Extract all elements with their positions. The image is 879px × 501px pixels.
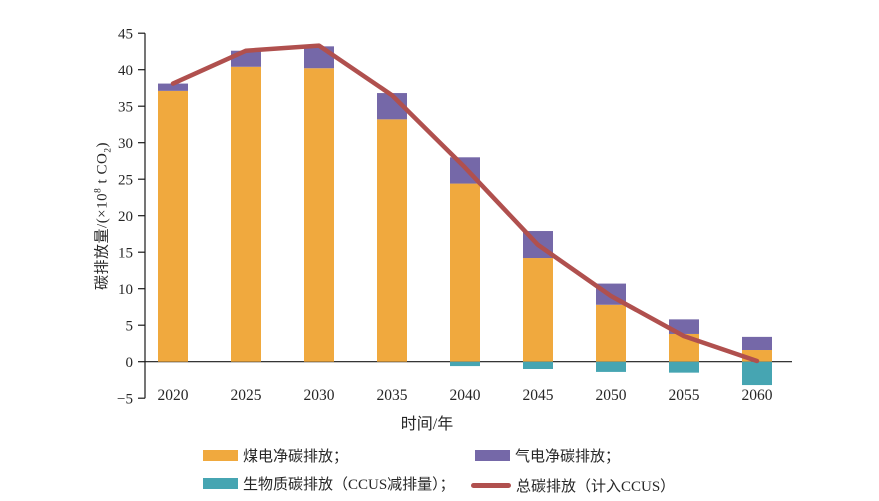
gas-legend-swatch xyxy=(475,450,510,461)
y-axis-title-mid: t CO xyxy=(94,152,111,188)
y-tick-label: 0 xyxy=(126,355,134,371)
bar-segment-coal-2045 xyxy=(523,258,553,362)
y-tick-label: −5 xyxy=(117,392,133,408)
bar-segment-biomass-2050 xyxy=(596,361,626,372)
y-tick-label: 20 xyxy=(118,209,133,225)
bar-segment-gas-2030 xyxy=(304,46,334,69)
bar-segment-biomass-2045 xyxy=(523,361,553,369)
y-axis-title-superscript: 8 xyxy=(93,187,104,193)
bar-segment-coal-2025 xyxy=(231,66,261,362)
x-tick-label-2060: 2060 xyxy=(742,387,773,404)
bar-segment-coal-2050 xyxy=(596,304,626,362)
bar-segment-coal-2020 xyxy=(158,90,188,362)
biomass-legend-swatch xyxy=(203,478,238,489)
x-tick-label-2045: 2045 xyxy=(523,387,554,404)
bar-segment-coal-2060 xyxy=(742,350,772,362)
legend-item-coal: 煤电净碳排放； xyxy=(203,445,348,466)
y-axis-title-post: ) xyxy=(94,142,111,148)
y-axis-title-subscript: 2 xyxy=(103,147,114,153)
bar-segment-biomass-2060 xyxy=(742,361,772,386)
x-tick-label-2025: 2025 xyxy=(231,387,262,404)
bar-segment-biomass-2055 xyxy=(669,361,699,373)
x-tick-label-2035: 2035 xyxy=(377,387,408,404)
gas-legend-label: 气电净碳排放； xyxy=(515,449,621,465)
y-tick-label: 40 xyxy=(118,63,133,79)
total-line-legend-label: 总碳排放（计入CCUS） xyxy=(516,479,676,495)
coal-legend-swatch xyxy=(203,450,238,461)
bar-segment-gas-2020 xyxy=(158,83,188,91)
y-tick-label: 45 xyxy=(118,27,133,43)
y-tick-label: 30 xyxy=(118,136,133,152)
coal-legend-label: 煤电净碳排放； xyxy=(243,449,349,465)
y-tick-label: 10 xyxy=(118,282,133,298)
bar-segment-gas-2060 xyxy=(742,336,772,351)
legend-item-biomass: 生物质碳排放（CCUS减排量）； xyxy=(203,473,455,494)
legend-item-gas: 气电净碳排放； xyxy=(475,445,620,466)
total-line-legend-swatch xyxy=(471,483,511,488)
y-tick-label: 25 xyxy=(118,173,133,189)
biomass-legend-label: 生物质碳排放（CCUS减排量）； xyxy=(243,477,455,493)
x-tick-label-2040: 2040 xyxy=(450,387,481,404)
bar-segment-coal-2030 xyxy=(304,68,334,362)
y-axis-title-pre: 碳排放量/(×10 xyxy=(94,192,111,290)
bar-segment-coal-2040 xyxy=(450,183,480,362)
x-tick-label-2050: 2050 xyxy=(596,387,627,404)
x-axis-title: 时间/年 xyxy=(400,416,454,433)
legend-item-total-line: 总碳排放（计入CCUS） xyxy=(471,475,675,496)
bar-segment-biomass-2040 xyxy=(450,361,480,367)
y-tick-label: 5 xyxy=(126,319,134,335)
y-tick-label: 15 xyxy=(118,246,133,262)
x-tick-label-2030: 2030 xyxy=(304,387,335,404)
bar-segment-coal-2035 xyxy=(377,119,407,362)
x-tick-label-2020: 2020 xyxy=(158,387,189,404)
x-tick-label-2055: 2055 xyxy=(669,387,700,404)
y-axis-title: 碳排放量/(×108 t CO2) xyxy=(91,142,114,290)
y-tick-label: 35 xyxy=(118,100,133,116)
total-emissions-line xyxy=(170,43,760,364)
